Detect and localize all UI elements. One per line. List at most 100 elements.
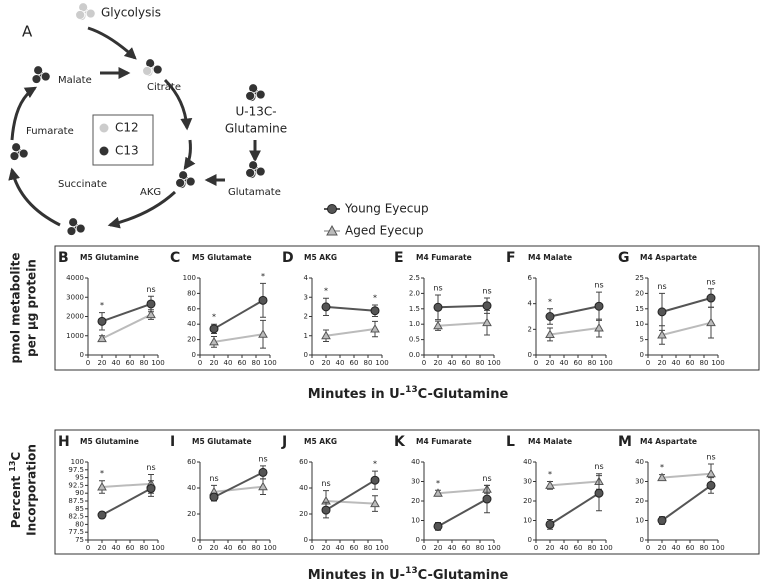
x-tick-label: 80 xyxy=(252,359,261,367)
x-tick-label: 0 xyxy=(534,359,538,367)
y-tick-label: 100 xyxy=(183,274,196,282)
marker xyxy=(258,329,268,338)
marker xyxy=(321,330,331,340)
series-line xyxy=(325,479,376,511)
arrow xyxy=(183,139,196,170)
series-line xyxy=(437,304,488,309)
x-tick-label: 80 xyxy=(700,544,709,552)
atom xyxy=(185,176,196,187)
x-tick-label: 0 xyxy=(310,544,314,552)
significance: ns xyxy=(321,479,330,488)
significance: ns xyxy=(706,452,715,461)
label-part: C-Glutamine xyxy=(418,387,509,402)
x-tick-label: 100 xyxy=(599,359,612,367)
y-tick-label: 60 xyxy=(187,458,196,466)
marker xyxy=(433,488,443,497)
atom xyxy=(11,142,22,153)
x-tick-label: 20 xyxy=(434,359,443,367)
y-tick-label: 1.0 xyxy=(409,320,420,328)
panel-letter: A xyxy=(22,23,33,41)
x-tick-label: 40 xyxy=(336,359,345,367)
significance: ns xyxy=(706,277,715,286)
significance: ns xyxy=(209,474,218,483)
node-label: Glycolysis xyxy=(101,6,161,20)
x-tick-label: 80 xyxy=(700,359,709,367)
diagram xyxy=(8,26,261,229)
y-tick-label: 40 xyxy=(523,458,532,466)
y-tick-label: 77.5 xyxy=(68,528,84,536)
node-label: Succinate xyxy=(58,179,107,190)
significance: ns xyxy=(482,474,491,483)
x-tick-label: 100 xyxy=(263,359,276,367)
marker xyxy=(209,324,219,334)
y-tick-label: 0.0 xyxy=(409,351,420,359)
marker xyxy=(97,333,107,343)
y-tick-label: 0 xyxy=(192,351,196,359)
y-tick-label: 15 xyxy=(635,305,644,313)
marker xyxy=(433,521,443,531)
series-line xyxy=(661,297,712,313)
x-tick-label: 60 xyxy=(574,544,583,552)
x-tick-label: 100 xyxy=(711,359,724,367)
x-tick-label: 20 xyxy=(210,544,219,552)
y-tick-label: 0 xyxy=(640,536,644,544)
y-axis-label: pmol metabolite xyxy=(9,252,23,363)
marker xyxy=(146,309,156,319)
arrow xyxy=(10,86,38,141)
y-tick-label: 80 xyxy=(75,520,84,528)
chart-title: M5 Glutamine xyxy=(80,253,139,262)
y-tick-label: 20 xyxy=(635,289,644,297)
series-line xyxy=(101,487,152,516)
y-tick-label: 0 xyxy=(416,536,420,544)
x-tick-label: 20 xyxy=(98,359,107,367)
y-tick-label: 75 xyxy=(75,536,84,544)
atom xyxy=(142,66,153,76)
y-tick-label: 10 xyxy=(635,517,644,525)
atom xyxy=(18,148,29,159)
x-tick-label: 60 xyxy=(462,544,471,552)
series-line xyxy=(325,328,376,337)
series-line xyxy=(213,299,264,330)
label-part: Minutes in U- xyxy=(308,568,405,583)
y-tick-label: 20 xyxy=(411,497,420,505)
x-axis-label: Minutes in U-13C-Glutamine xyxy=(308,566,509,583)
series-line xyxy=(101,303,152,323)
node-label: AKG xyxy=(140,187,161,198)
x-tick-label: 100 xyxy=(151,544,164,552)
tracer-label: Glutamine xyxy=(225,122,287,136)
marker xyxy=(657,472,667,482)
chart-title: M5 Glutamine xyxy=(80,437,139,446)
atom xyxy=(68,217,79,228)
marker xyxy=(657,307,667,317)
marker xyxy=(146,484,156,494)
label-part: Minutes in U- xyxy=(308,387,405,402)
y-tick-label: 92.5 xyxy=(68,481,84,489)
marker xyxy=(209,492,219,502)
atom xyxy=(255,166,266,177)
series-line xyxy=(661,472,712,479)
x-tick-label: 40 xyxy=(448,359,457,367)
y-tick-label: 40 xyxy=(635,458,644,466)
series-line xyxy=(437,488,488,495)
marker xyxy=(482,301,492,311)
panel-letter: K xyxy=(394,434,406,450)
x-tick-label: 0 xyxy=(310,359,314,367)
marker xyxy=(97,481,107,491)
x-tick-label: 20 xyxy=(210,359,219,367)
x-tick-label: 60 xyxy=(574,359,583,367)
y-tick-label: 20 xyxy=(299,510,308,518)
significance: * xyxy=(261,272,265,281)
marker xyxy=(545,519,555,529)
x-tick-label: 80 xyxy=(364,359,373,367)
y-tick-label: 85 xyxy=(75,505,84,513)
chart-title: M5 Glutamate xyxy=(192,253,252,262)
x-tick-label: 100 xyxy=(487,544,500,552)
significance: * xyxy=(324,287,328,296)
label-part: C-Glutamine xyxy=(418,568,509,583)
marker xyxy=(321,302,331,312)
marker xyxy=(706,317,716,327)
x-tick-label: 40 xyxy=(224,359,233,367)
marker xyxy=(370,475,380,485)
x-tick-label: 20 xyxy=(658,544,667,552)
significance: * xyxy=(436,479,440,488)
